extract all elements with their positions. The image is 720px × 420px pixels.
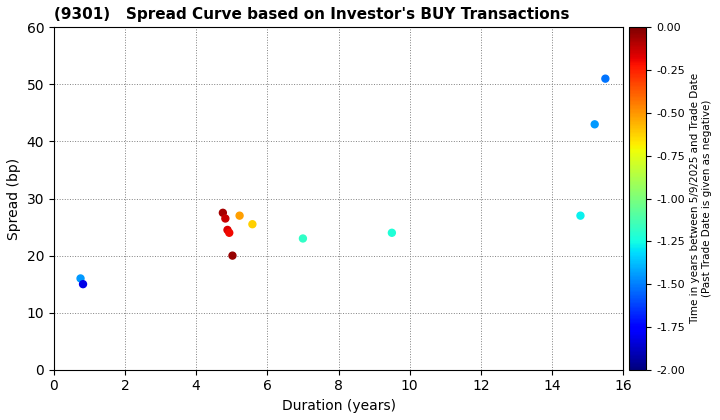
Point [75,275,86,282]
Point [247,221,258,228]
Point [386,229,397,236]
Point [589,121,600,128]
Point [77,281,89,288]
Point [600,75,611,82]
Point [222,226,233,233]
Point [297,235,309,242]
Point [227,252,238,259]
Point [223,229,235,236]
Point [220,215,231,222]
X-axis label: Duration (years): Duration (years) [282,399,395,413]
Point [575,212,586,219]
Y-axis label: Time in years between 5/9/2025 and Trade Date
(Past Trade Date is given as negat: Time in years between 5/9/2025 and Trade… [690,73,712,324]
Point [217,210,229,216]
Point [234,212,246,219]
Y-axis label: Spread (bp): Spread (bp) [7,158,21,239]
Text: (9301)   Spread Curve based on Investor's BUY Transactions: (9301) Spread Curve based on Investor's … [54,7,570,22]
